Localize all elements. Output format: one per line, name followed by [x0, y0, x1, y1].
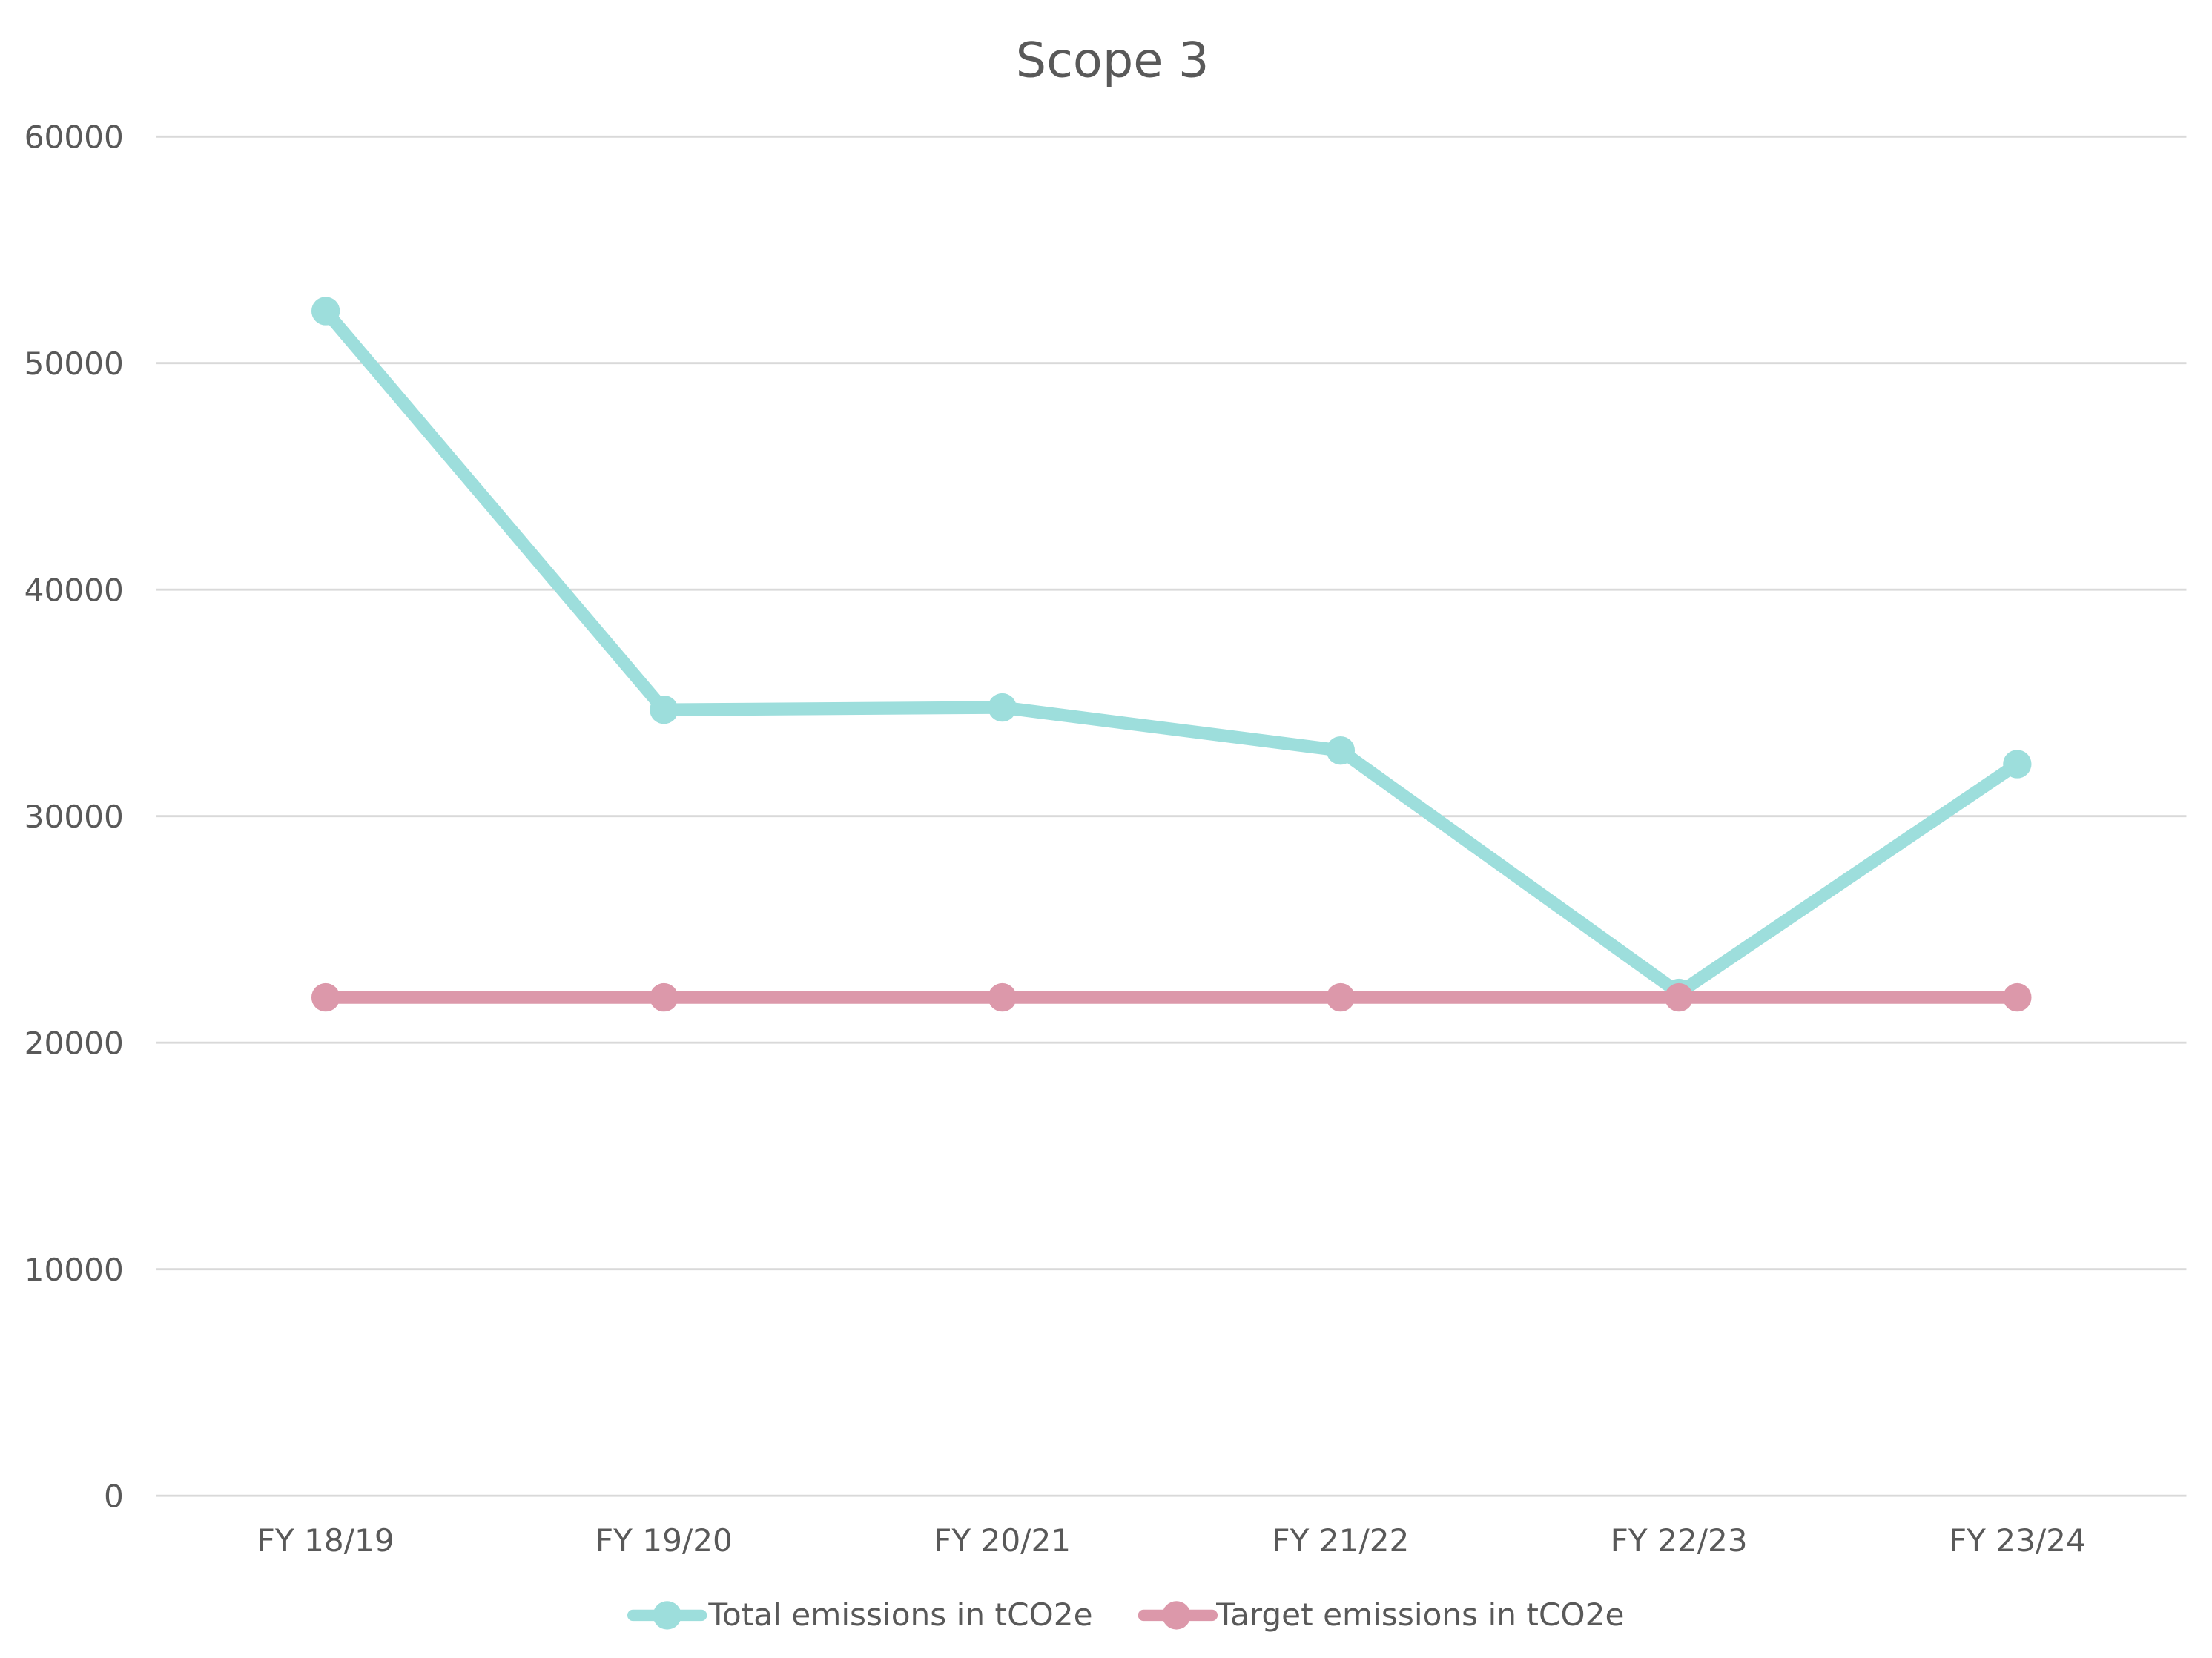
y-tick-label: 40000 — [24, 572, 124, 609]
gridlines — [156, 135, 2187, 1497]
data-point-marker[interactable] — [1664, 982, 1694, 1012]
data-point-marker[interactable] — [311, 297, 340, 326]
x-tick-label: FY 22/23 — [1611, 1522, 1748, 1559]
data-point-marker[interactable] — [988, 693, 1017, 722]
data-point-marker[interactable] — [311, 982, 340, 1012]
y-tick-label: 60000 — [24, 119, 124, 156]
data-point-marker[interactable] — [2003, 750, 2032, 779]
chart-title: Scope 3 — [1016, 33, 1209, 89]
x-tick-label: FY 18/19 — [257, 1522, 394, 1559]
legend-marker-icon — [1162, 1601, 1191, 1630]
data-point-marker[interactable] — [650, 695, 679, 724]
legend-item-target[interactable]: Target emissions in tCO2e — [1138, 1596, 1624, 1633]
legend-label-target: Target emissions in tCO2e — [1215, 1596, 1624, 1633]
x-axis-tick-labels: FY 18/19 FY 19/20 FY 20/21 FY 21/22 FY 22/23… — [257, 1522, 2086, 1559]
legend-label-total: Total emissions in tCO2e — [707, 1596, 1092, 1633]
data-point-marker[interactable] — [988, 982, 1017, 1012]
legend-item-total[interactable]: Total emissions in tCO2e — [627, 1596, 1093, 1633]
data-point-marker[interactable] — [2003, 982, 2032, 1012]
data-point-marker[interactable] — [650, 982, 679, 1012]
series-total — [311, 297, 2032, 1008]
x-tick-label: FY 20/21 — [934, 1522, 1071, 1559]
series-target — [311, 982, 2032, 1012]
y-tick-label: 10000 — [24, 1252, 124, 1288]
data-point-marker[interactable] — [1326, 982, 1356, 1012]
data-point-marker[interactable] — [1326, 736, 1356, 765]
x-tick-label: FY 21/22 — [1272, 1522, 1409, 1559]
legend: Total emissions in tCO2e Target emission… — [627, 1596, 1624, 1633]
legend-marker-icon — [653, 1601, 681, 1630]
x-tick-label: FY 19/20 — [595, 1522, 733, 1559]
series-lines — [311, 297, 2032, 1012]
y-tick-label: 50000 — [24, 346, 124, 382]
series-line — [320, 306, 2021, 1000]
y-axis-tick-labels: 0 10000 20000 30000 40000 50000 60000 — [24, 119, 124, 1515]
y-tick-label: 30000 — [24, 799, 124, 835]
y-tick-label: 20000 — [24, 1025, 124, 1062]
y-tick-label: 0 — [104, 1479, 124, 1515]
x-tick-label: FY 23/24 — [1949, 1522, 2086, 1559]
